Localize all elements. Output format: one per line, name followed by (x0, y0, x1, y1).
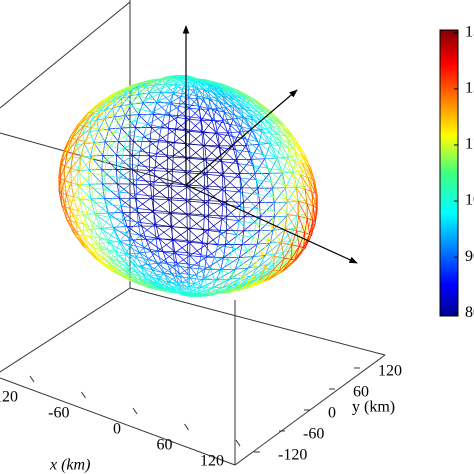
y-tick-label: 0 (328, 405, 336, 422)
mesh-edges (84, 80, 288, 291)
x-tick (184, 423, 189, 431)
y-axis-label: y (km) (352, 399, 395, 416)
mesh-edges (116, 127, 260, 245)
x-tick-label: 0 (113, 421, 121, 438)
ticks: -120-60060120-120-6006012080901001101201… (0, 23, 474, 469)
axes-box (0, 0, 386, 466)
colorbar-tick-label: 110 (465, 136, 474, 153)
x-tick-label: 60 (157, 437, 173, 454)
y-tick-label: 120 (378, 363, 402, 380)
x-tick (235, 439, 241, 447)
mesh-edges (132, 132, 245, 240)
mesh-edges (61, 101, 314, 281)
x-tick-label: -120 (0, 389, 18, 406)
colorbar-tick-label: 130 (465, 23, 474, 40)
colorbar-tick-label: 80 (465, 304, 474, 321)
mesh-edges (58, 124, 318, 272)
y-tick-label: 60 (353, 384, 369, 401)
x-tick-label: 120 (200, 453, 224, 470)
x-tick (29, 375, 35, 383)
y-tick-label: -60 (303, 426, 324, 443)
mesh-edges (149, 155, 228, 217)
body-axes (182, 25, 358, 264)
colorbar (439, 29, 459, 317)
colorbar-tick-label: 120 (465, 80, 474, 97)
x-tick (81, 391, 86, 399)
mesh-edges (68, 84, 303, 293)
colorbar-tick-label: 90 (465, 248, 474, 265)
mesh-edges (69, 79, 307, 293)
mesh-edges (132, 141, 244, 230)
x-tick (132, 407, 138, 415)
mesh-edges (290, 217, 316, 260)
mesh-edges (284, 203, 318, 261)
x-axis-label: x (km) (49, 457, 90, 474)
y-tick-label: -120 (278, 447, 307, 464)
mesh-edges (116, 113, 261, 258)
mesh-edges (149, 158, 226, 214)
mesh-edges (90, 91, 286, 281)
colorbar-tick-label: 100 (465, 192, 474, 209)
asteroid-mesh (58, 75, 318, 298)
x-tick-label: -60 (48, 405, 69, 422)
